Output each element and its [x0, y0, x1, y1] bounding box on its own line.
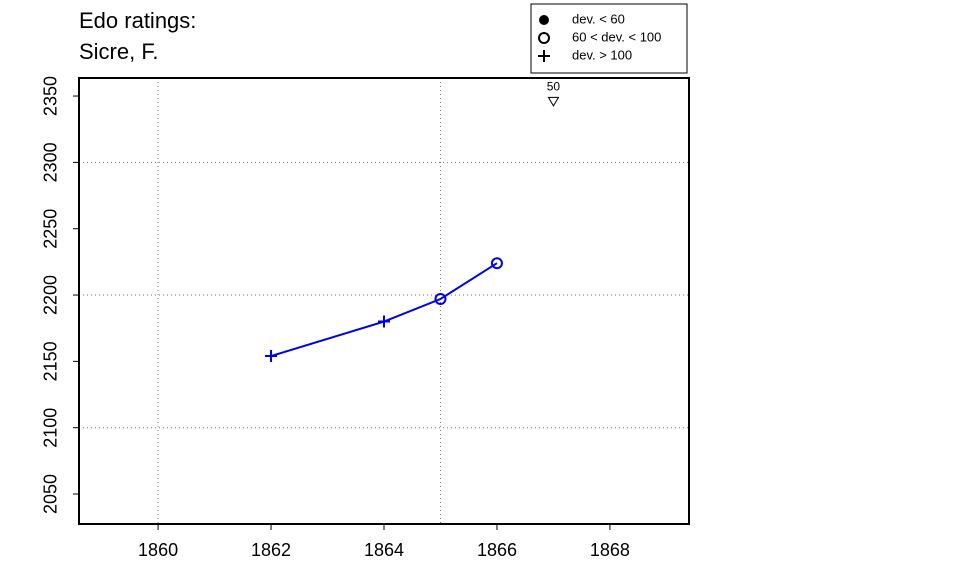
chart-title: Edo ratings:: [79, 8, 196, 33]
x-tick-label: 1862: [251, 540, 291, 560]
legend-label: dev. < 60: [572, 11, 625, 26]
marker-triangle: [547, 96, 560, 107]
chart-title: Sicre, F.: [79, 39, 158, 64]
y-tick-label: 2150: [41, 341, 61, 381]
y-tick-label: 2050: [41, 474, 61, 514]
legend-label: 60 < dev. < 100: [572, 29, 661, 44]
x-tick-label: 1860: [138, 540, 178, 560]
y-tick-label: 2200: [41, 275, 61, 315]
marker-circle: [490, 257, 503, 270]
y-tick-label: 2350: [41, 76, 61, 116]
x-tick-label: 1868: [590, 540, 630, 560]
marker-plus: [265, 350, 278, 363]
marker-circle: [538, 32, 550, 44]
marker-plus: [538, 50, 550, 62]
marker-filled-circle: [539, 15, 549, 25]
legend-box: [530, 3, 688, 74]
legend-label: dev. > 100: [572, 47, 632, 62]
x-tick-label: 1864: [364, 540, 404, 560]
x-tick-label: 1866: [477, 540, 517, 560]
marker-circle: [434, 293, 447, 306]
y-tick-label: 2250: [41, 209, 61, 249]
series-line: [270, 262, 498, 358]
y-tick-label: 2100: [41, 408, 61, 448]
y-tick-label: 2300: [41, 142, 61, 182]
marker-plus: [378, 315, 390, 328]
annotation-label: 50: [547, 80, 561, 94]
